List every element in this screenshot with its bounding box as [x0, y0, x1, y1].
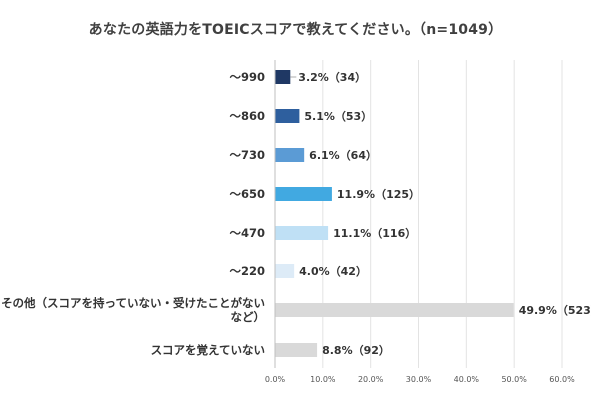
category-label: ～470	[229, 226, 265, 240]
data-label: 11.1%（116）	[333, 227, 416, 240]
category-label: スコアを覚えていない	[151, 343, 265, 357]
bar	[275, 226, 329, 240]
category-label: ～220	[229, 264, 265, 278]
chart-title: あなたの英語力をTOEICスコアで教えてください。（n=1049）	[88, 22, 503, 38]
x-tick-label: 20.0%	[358, 375, 384, 384]
x-tick-label: 10.0%	[310, 375, 336, 384]
bar	[275, 187, 332, 201]
category-label: ～990	[229, 70, 265, 84]
bar	[275, 109, 300, 123]
x-tick-label: 30.0%	[406, 375, 432, 384]
category-label: ～650	[229, 187, 265, 201]
category-label: ～860	[229, 109, 265, 123]
data-label: 8.8%（92）	[322, 344, 390, 357]
data-label: 6.1%（64）	[309, 149, 377, 162]
data-label: 49.9%（523）	[519, 304, 591, 317]
x-tick-label: 0.0%	[265, 375, 286, 384]
bar	[275, 264, 295, 278]
bar	[275, 148, 305, 162]
bar	[275, 70, 291, 84]
category-label: など）	[231, 310, 266, 324]
x-tick-label: 40.0%	[454, 375, 480, 384]
x-tick-label: 50.0%	[501, 375, 527, 384]
bar	[275, 303, 514, 317]
category-label: その他（スコアを持っていない・受けたことがない	[1, 296, 265, 310]
category-label: ～730	[229, 148, 265, 162]
data-label: 5.1%（53）	[304, 110, 372, 123]
data-label: 3.2%（34）	[298, 71, 366, 84]
x-tick-label: 60.0%	[549, 375, 575, 384]
bar	[275, 343, 318, 357]
data-label: 11.9%（125）	[337, 188, 420, 201]
data-label: 4.0%（42）	[299, 265, 367, 278]
